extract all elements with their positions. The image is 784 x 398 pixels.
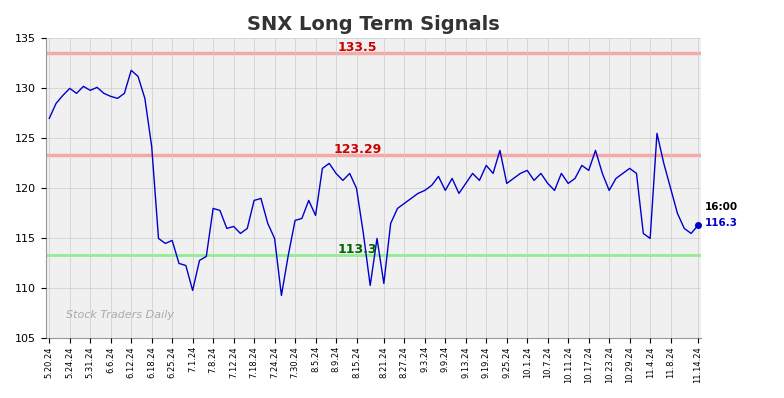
Text: 116.3: 116.3	[705, 219, 738, 228]
Text: 123.29: 123.29	[333, 143, 382, 156]
Text: 113.3: 113.3	[338, 243, 377, 256]
Text: 16:00: 16:00	[705, 203, 738, 213]
Text: 133.5: 133.5	[338, 41, 377, 54]
Title: SNX Long Term Signals: SNX Long Term Signals	[247, 15, 500, 34]
Text: Stock Traders Daily: Stock Traders Daily	[66, 310, 173, 320]
